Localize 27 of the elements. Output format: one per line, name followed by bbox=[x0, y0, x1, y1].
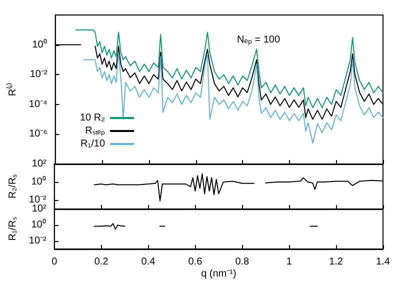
y-tick-label: 10⁰ bbox=[32, 38, 48, 50]
x-tick-label: 0 bbox=[52, 256, 58, 268]
y-tick-label: 10⁻² bbox=[28, 236, 48, 246]
y-tick-label: 10⁻² bbox=[30, 69, 48, 80]
x-tick-label: 0.8 bbox=[235, 256, 250, 268]
line-series bbox=[75, 29, 384, 108]
x-tick-label: 1 bbox=[286, 256, 292, 268]
y-tick-label: 10⁻⁶ bbox=[29, 128, 48, 140]
x-tick-label: 1.2 bbox=[329, 256, 344, 268]
x-tick-label: 0.4 bbox=[141, 256, 156, 268]
y-tick-label: 10⁰ bbox=[31, 218, 46, 230]
x-tick-label: 1.4 bbox=[376, 256, 390, 268]
y-axis-title: R⁽ⁱ⁾ bbox=[6, 82, 18, 96]
y-axis-title: R₁/Rₛ bbox=[8, 217, 18, 241]
y-tick-label: 10⁻² bbox=[28, 194, 48, 206]
y-axis-title: R₂/Rₛ bbox=[8, 174, 18, 199]
legend-label: Rₛₜₑₚ bbox=[85, 126, 106, 136]
x-axis-title: q (nm⁻¹) bbox=[201, 268, 236, 280]
y-tick-label: 10⁻⁴ bbox=[28, 98, 48, 110]
legend-label: R₁/10 bbox=[80, 138, 106, 150]
y-tick-label: 10² bbox=[32, 158, 48, 170]
x-tick-label: 0.2 bbox=[94, 256, 109, 268]
y-tick-label: 10² bbox=[32, 204, 48, 214]
x-tick-label: 0.6 bbox=[188, 256, 203, 268]
y-tick-label: 10⁰ bbox=[31, 176, 46, 188]
legend-label: 10 R₂ bbox=[80, 112, 106, 124]
annotation: Nₑₚ = 100 bbox=[236, 34, 280, 46]
